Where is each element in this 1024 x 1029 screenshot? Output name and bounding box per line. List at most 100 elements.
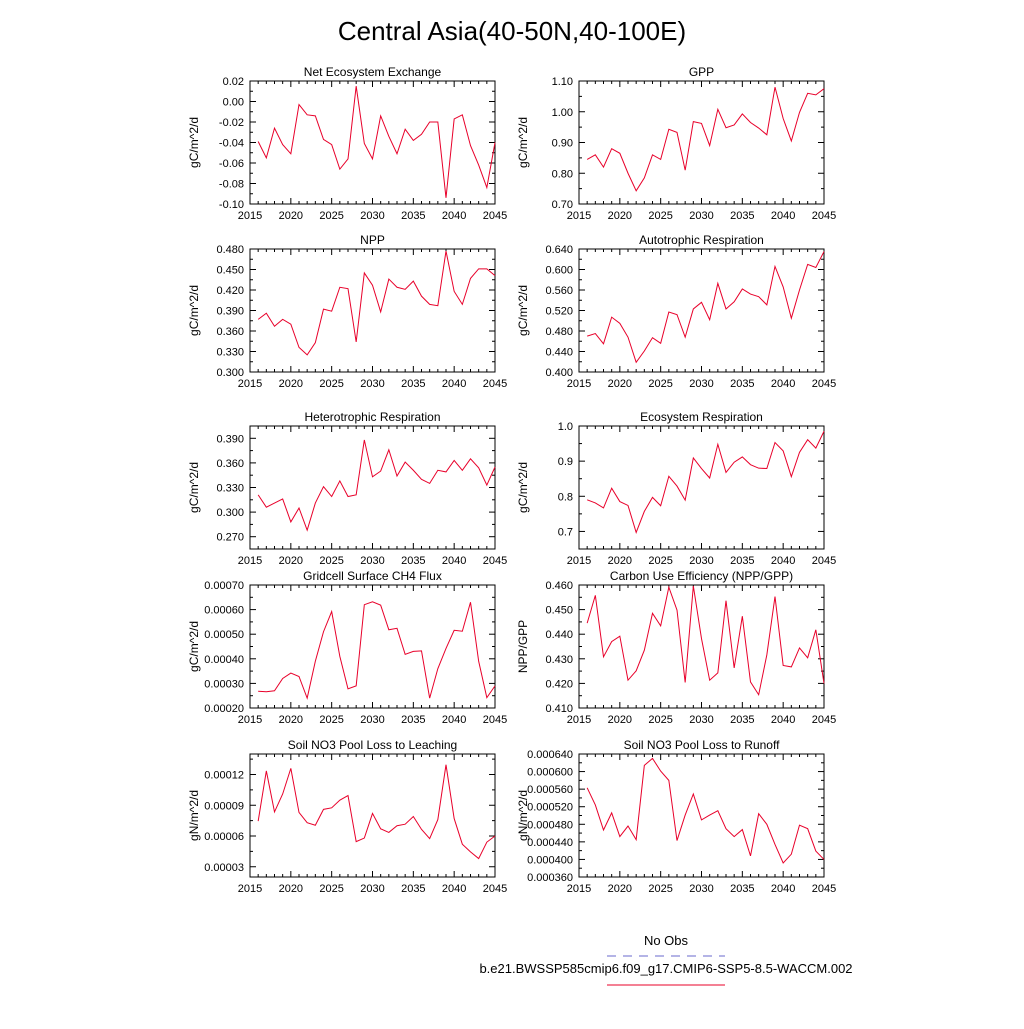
ecosystem-respiration-ytick-label: 0.7 — [558, 526, 573, 538]
npp-xtick-label: 2030 — [360, 378, 384, 390]
carbon-use-efficiency-npp-gpp-title: Carbon Use Efficiency (NPP/GPP) — [610, 569, 793, 583]
gpp-xtick-label: 2045 — [812, 210, 836, 222]
npp-ytick-label: 0.300 — [216, 367, 244, 379]
gpp-xtick-label: 2040 — [771, 210, 795, 222]
net-ecosystem-exchange-ylabel: gC/m^2/d — [187, 117, 201, 168]
net-ecosystem-exchange-ytick-label: -0.06 — [219, 158, 244, 170]
gridcell-surface-ch4-flux-ytick-label: 0.00030 — [204, 678, 244, 690]
ecosystem-respiration-xtick-label: 2025 — [648, 555, 672, 567]
soil-no3-pool-loss-to-leaching-ylabel: gN/m^2/d — [187, 790, 201, 841]
soil-no3-pool-loss-to-runoff-ytick-label: 0.000480 — [527, 819, 573, 831]
carbon-use-efficiency-npp-gpp-ylabel: NPP/GPP — [516, 620, 530, 673]
net-ecosystem-exchange-ytick-label: -0.02 — [219, 117, 244, 129]
npp-ylabel: gC/m^2/d — [187, 285, 201, 336]
net-ecosystem-exchange-title: Net Ecosystem Exchange — [304, 65, 442, 79]
soil-no3-pool-loss-to-leaching-xtick-label: 2030 — [360, 883, 384, 895]
gpp-xtick-label: 2015 — [567, 210, 591, 222]
gpp-ytick-label: 1.10 — [552, 76, 573, 88]
heterotrophic-respiration-xtick-label: 2040 — [442, 555, 466, 567]
autotrophic-respiration-ylabel: gC/m^2/d — [516, 285, 530, 336]
autotrophic-respiration-ytick-label: 0.400 — [545, 367, 573, 379]
autotrophic-respiration-ytick-label: 0.640 — [545, 244, 573, 256]
carbon-use-efficiency-npp-gpp-ytick-label: 0.430 — [545, 654, 573, 666]
heterotrophic-respiration-title: Heterotrophic Respiration — [304, 410, 440, 424]
soil-no3-pool-loss-to-leaching-ytick-label: 0.00012 — [204, 770, 244, 782]
autotrophic-respiration-ytick-label: 0.560 — [545, 285, 573, 297]
ecosystem-respiration-series-line — [586, 431, 825, 535]
npp-xtick-label: 2025 — [319, 378, 343, 390]
gridcell-surface-ch4-flux-ytick-label: 0.00070 — [204, 580, 244, 592]
net-ecosystem-exchange-xtick-label: 2015 — [238, 210, 262, 222]
chart-net-ecosystem-exchange: Net Ecosystem Exchange gC/m^2/d 2015 2020 20… — [187, 65, 507, 222]
net-ecosystem-exchange-xtick-label: 2035 — [401, 210, 425, 222]
gridcell-surface-ch4-flux-title: Gridcell Surface CH4 Flux — [303, 569, 442, 583]
autotrophic-respiration-xtick-label: 2015 — [567, 378, 591, 390]
heterotrophic-respiration-ytick-label: 0.300 — [216, 507, 244, 519]
net-ecosystem-exchange-xtick-label: 2045 — [483, 210, 507, 222]
soil-no3-pool-loss-to-runoff-xtick-label: 2025 — [648, 883, 672, 895]
carbon-use-efficiency-npp-gpp-xtick-label: 2045 — [812, 714, 836, 726]
soil-no3-pool-loss-to-runoff-series-line — [586, 757, 825, 864]
npp-ytick-label: 0.450 — [216, 265, 244, 277]
ecosystem-respiration-ytick-label: 0.8 — [558, 491, 573, 503]
heterotrophic-respiration-xtick-label: 2030 — [360, 555, 384, 567]
soil-no3-pool-loss-to-runoff-xtick-label: 2040 — [771, 883, 795, 895]
npp-xtick-label: 2045 — [483, 378, 507, 390]
carbon-use-efficiency-npp-gpp-ytick-label: 0.460 — [545, 580, 573, 592]
soil-no3-pool-loss-to-runoff-xtick-label: 2035 — [730, 883, 754, 895]
soil-no3-pool-loss-to-runoff-ylabel: gN/m^2/d — [516, 790, 530, 841]
carbon-use-efficiency-npp-gpp-ytick-label: 0.450 — [545, 605, 573, 617]
npp-xtick-label: 2035 — [401, 378, 425, 390]
soil-no3-pool-loss-to-runoff-xtick-label: 2020 — [608, 883, 632, 895]
gpp-ytick-label: 0.90 — [552, 138, 573, 150]
heterotrophic-respiration-series-line — [257, 439, 496, 532]
ecosystem-respiration-xtick-label: 2040 — [771, 555, 795, 567]
npp-series-line — [257, 250, 496, 356]
carbon-use-efficiency-npp-gpp-xtick-label: 2020 — [608, 714, 632, 726]
soil-no3-pool-loss-to-leaching-ytick-label: 0.00003 — [204, 862, 244, 874]
ecosystem-respiration-xtick-label: 2045 — [812, 555, 836, 567]
net-ecosystem-exchange-xtick-label: 2025 — [319, 210, 343, 222]
legend: No Obs b.e21.BWSSP585cmip6.f09_g17.CMIP6… — [479, 933, 853, 986]
autotrophic-respiration-ytick-label: 0.520 — [545, 306, 573, 318]
carbon-use-efficiency-npp-gpp-xtick-label: 2040 — [771, 714, 795, 726]
autotrophic-respiration-series-line — [587, 251, 825, 364]
gridcell-surface-ch4-flux-xtick-label: 2020 — [279, 714, 303, 726]
carbon-use-efficiency-npp-gpp-xtick-label: 2025 — [648, 714, 672, 726]
npp-title: NPP — [360, 233, 385, 247]
heterotrophic-respiration-ytick-label: 0.330 — [216, 483, 244, 495]
npp-ytick-label: 0.330 — [216, 347, 244, 359]
gridcell-surface-ch4-flux-xtick-label: 2030 — [360, 714, 384, 726]
soil-no3-pool-loss-to-leaching-xtick-label: 2040 — [442, 883, 466, 895]
heterotrophic-respiration-ytick-label: 0.390 — [216, 433, 244, 445]
soil-no3-pool-loss-to-runoff-ytick-label: 0.000440 — [527, 837, 573, 849]
soil-no3-pool-loss-to-runoff-title: Soil NO3 Pool Loss to Runoff — [624, 738, 781, 752]
heterotrophic-respiration-ytick-label: 0.270 — [216, 532, 244, 544]
soil-no3-pool-loss-to-runoff-ytick-label: 0.000360 — [527, 872, 573, 884]
npp-xtick-label: 2020 — [279, 378, 303, 390]
autotrophic-respiration-xtick-label: 2030 — [689, 378, 713, 390]
soil-no3-pool-loss-to-leaching-plot-frame — [249, 753, 496, 878]
net-ecosystem-exchange-xtick-label: 2020 — [279, 210, 303, 222]
net-ecosystem-exchange-ytick-label: 0.00 — [223, 97, 244, 109]
gpp-ytick-label: 0.80 — [552, 168, 573, 180]
carbon-use-efficiency-npp-gpp-ytick-label: 0.410 — [545, 703, 573, 715]
carbon-use-efficiency-npp-gpp-series-line — [586, 585, 825, 697]
net-ecosystem-exchange-xtick-label: 2030 — [360, 210, 384, 222]
ecosystem-respiration-xtick-label: 2020 — [608, 555, 632, 567]
gridcell-surface-ch4-flux-xtick-label: 2015 — [238, 714, 262, 726]
soil-no3-pool-loss-to-runoff-xtick-label: 2015 — [567, 883, 591, 895]
ecosystem-respiration-title: Ecosystem Respiration — [640, 410, 763, 424]
soil-no3-pool-loss-to-runoff-ytick-label: 0.000640 — [527, 749, 573, 761]
gpp-ytick-label: 1.00 — [552, 107, 573, 119]
gridcell-surface-ch4-flux-ylabel: gC/m^2/d — [187, 621, 201, 672]
chart-ecosystem-respiration: Ecosystem Respiration gC/m^2/d 2015 2020 202… — [516, 410, 836, 567]
soil-no3-pool-loss-to-leaching-xtick-label: 2025 — [319, 883, 343, 895]
autotrophic-respiration-xtick-label: 2040 — [771, 378, 795, 390]
soil-no3-pool-loss-to-runoff-ytick-label: 0.000600 — [527, 767, 573, 779]
chart-carbon-use-efficiency-npp-gpp: Carbon Use Efficiency (NPP/GPP) NPP/GPP 20… — [516, 569, 836, 726]
gpp-title: GPP — [689, 65, 714, 79]
gridcell-surface-ch4-flux-plot-frame — [249, 584, 496, 709]
carbon-use-efficiency-npp-gpp-plot-frame — [578, 584, 825, 709]
